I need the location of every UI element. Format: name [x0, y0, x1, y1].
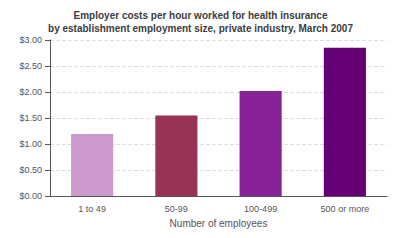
svg-text:500 or more: 500 or more	[321, 204, 370, 214]
svg-text:$1.50: $1.50	[19, 113, 42, 123]
svg-text:Employer costs per hour worked: Employer costs per hour worked for healt…	[74, 10, 328, 21]
svg-text:$0.00: $0.00	[19, 191, 42, 201]
svg-text:$1.00: $1.00	[19, 139, 42, 149]
svg-text:50-99: 50-99	[165, 204, 188, 214]
svg-text:Number of employees: Number of employees	[170, 218, 268, 229]
svg-text:$2.00: $2.00	[19, 87, 42, 97]
svg-text:$0.50: $0.50	[19, 165, 42, 175]
svg-text:by establishment employment si: by establishment employment size, privat…	[48, 23, 353, 34]
svg-text:$3.00: $3.00	[19, 35, 42, 45]
svg-text:1 to 49: 1 to 49	[78, 204, 106, 214]
svg-text:100-499: 100-499	[244, 204, 277, 214]
svg-text:$2.50: $2.50	[19, 61, 42, 71]
